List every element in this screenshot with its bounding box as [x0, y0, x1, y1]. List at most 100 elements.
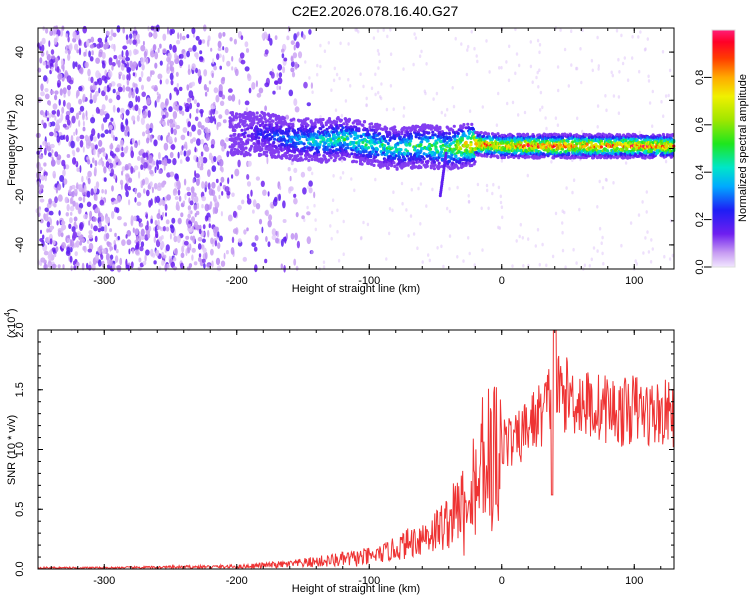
- spectrogram-signal-dot: [417, 136, 421, 140]
- spectrogram-noise-dot: [61, 64, 64, 70]
- spectrogram-noise-dot: [218, 235, 223, 242]
- spectrogram-noise-dot: [319, 64, 322, 69]
- spectrogram-noise-dot: [227, 177, 230, 185]
- spectrogram-noise-dot: [132, 61, 138, 69]
- spectrogram-noise-dot: [107, 259, 111, 265]
- spectrogram-signal-dot: [409, 134, 413, 138]
- spectrogram-noise-dot: [488, 70, 491, 74]
- spectrogram-noise-dot: [344, 99, 348, 103]
- spectrogram-noise-dot: [204, 127, 209, 134]
- spectrogram-signal-dot: [263, 113, 267, 117]
- spectrogram-noise-dot: [187, 205, 192, 211]
- spectrogram-signal-dot: [321, 125, 325, 129]
- spectrogram-noise-dot: [204, 204, 208, 210]
- spectrogram-noise-dot: [232, 210, 237, 218]
- spectrogram-signal-dot: [444, 131, 448, 135]
- spectrogram-noise-dot: [69, 185, 73, 191]
- spectrogram-noise-dot: [67, 88, 71, 97]
- spectrogram-noise-dot: [76, 182, 79, 190]
- spectrogram-noise-dot: [650, 238, 653, 242]
- spectrogram-noise-dot: [113, 55, 118, 60]
- spectrogram-noise-dot: [336, 229, 339, 234]
- spectrogram-signal-dot: [257, 132, 261, 136]
- spectrogram-noise-dot: [388, 231, 391, 236]
- spectrogram-signal-dot: [354, 133, 358, 137]
- spectrogram-signal-dot: [252, 121, 256, 125]
- spectrogram-noise-dot: [563, 47, 567, 52]
- spectrogram-noise-dot: [194, 212, 197, 218]
- spectrogram-signal-dot: [435, 124, 439, 128]
- spectrogram-noise-dot: [468, 251, 471, 256]
- spectrogram-noise-dot: [75, 261, 80, 267]
- spectrogram-noise-dot: [48, 40, 51, 47]
- spectrogram-signal-dot: [315, 133, 319, 137]
- spectrogram-signal-dot: [339, 124, 343, 128]
- spectrogram-signal-dot: [290, 154, 294, 158]
- spectrogram-signal-dot: [343, 133, 347, 137]
- spectrogram-noise-dot: [402, 67, 405, 71]
- spectrogram-signal-dot: [416, 124, 420, 129]
- spectrogram-signal-dot: [442, 131, 446, 136]
- spectrogram-noise-dot: [208, 188, 214, 196]
- spectrogram-noise-dot: [522, 264, 525, 268]
- spectrogram-noise-dot: [288, 89, 294, 97]
- spectrogram-noise-dot: [134, 187, 137, 195]
- spectrogram-noise-dot: [50, 121, 56, 127]
- spectrogram-noise-dot: [200, 110, 203, 118]
- spectrogram-noise-dot: [322, 260, 326, 265]
- spectrogram-noise-dot: [295, 212, 299, 218]
- spectrogram-noise-dot: [75, 92, 79, 99]
- spectrogram-noise-dot: [203, 69, 208, 77]
- spectrogram-noise-dot: [427, 253, 430, 257]
- spectrogram-noise-dot: [83, 214, 88, 220]
- spectrogram-signal-dot: [285, 122, 289, 126]
- spectrogram-noise-dot: [140, 241, 145, 248]
- spectrogram-noise-dot: [133, 215, 137, 221]
- spectrogram-noise-dot: [492, 182, 495, 187]
- spectrogram-noise-dot: [45, 109, 48, 117]
- spectrogram-signal-dot: [414, 135, 418, 139]
- spectrogram-noise-dot: [347, 77, 350, 82]
- spectrogram-noise-dot: [227, 95, 233, 101]
- spectrogram-noise-dot: [184, 141, 188, 148]
- spectrogram-noise-dot: [210, 47, 213, 52]
- spectrogram-signal-dot: [266, 140, 270, 144]
- spectrogram-noise-dot: [401, 201, 404, 206]
- spectrogram-noise-dot: [186, 84, 190, 91]
- spectrogram-noise-dot: [165, 78, 169, 85]
- spectrogram-signal-dot: [230, 113, 235, 117]
- spectrogram-signal-dot: [238, 124, 242, 129]
- spectrogram-noise-dot: [82, 246, 86, 251]
- spectrogram-signal-dot: [300, 152, 304, 156]
- spectrogram-noise-dot: [164, 263, 168, 272]
- spectrogram-noise-dot: [268, 214, 273, 221]
- spectrogram-noise-dot: [40, 229, 42, 234]
- spectrogram-noise-dot: [51, 66, 54, 72]
- spectrogram-noise-dot: [313, 203, 316, 208]
- spectrogram-signal-dot: [346, 137, 350, 141]
- spectrogram-signal-dot: [372, 147, 376, 151]
- spectrogram-signal-dot: [440, 157, 444, 161]
- spectrogram-noise-dot: [75, 112, 79, 120]
- spectrogram-signal-dot: [357, 127, 361, 131]
- spectrogram-noise-dot: [617, 57, 620, 62]
- spectrogram-noise-dot: [101, 160, 105, 167]
- spectrogram-noise-dot: [217, 242, 221, 250]
- spectrogram-signal-dot: [394, 154, 398, 158]
- spectrogram-noise-dot: [142, 110, 148, 119]
- spectrogram-noise-dot: [73, 188, 78, 194]
- spectrogram-signal-dot: [300, 141, 304, 145]
- spectrogram-noise-dot: [412, 62, 415, 67]
- spectrogram-signal-dot: [242, 135, 246, 139]
- spectrogram-noise-dot: [129, 33, 133, 39]
- spectrogram-noise-dot: [190, 186, 195, 194]
- spectrogram-noise-dot: [56, 66, 60, 73]
- spectrogram-signal-dot: [274, 145, 278, 149]
- spectrogram-noise-dot: [120, 107, 125, 114]
- spectrogram-noise-dot: [220, 139, 225, 147]
- spectrogram-noise-dot: [388, 207, 392, 211]
- spectrogram-noise-dot: [53, 132, 58, 138]
- spectrogram-signal-dot: [335, 148, 339, 152]
- spectrogram-noise-dot: [46, 53, 51, 61]
- spectrogram-signal-dot: [281, 142, 285, 147]
